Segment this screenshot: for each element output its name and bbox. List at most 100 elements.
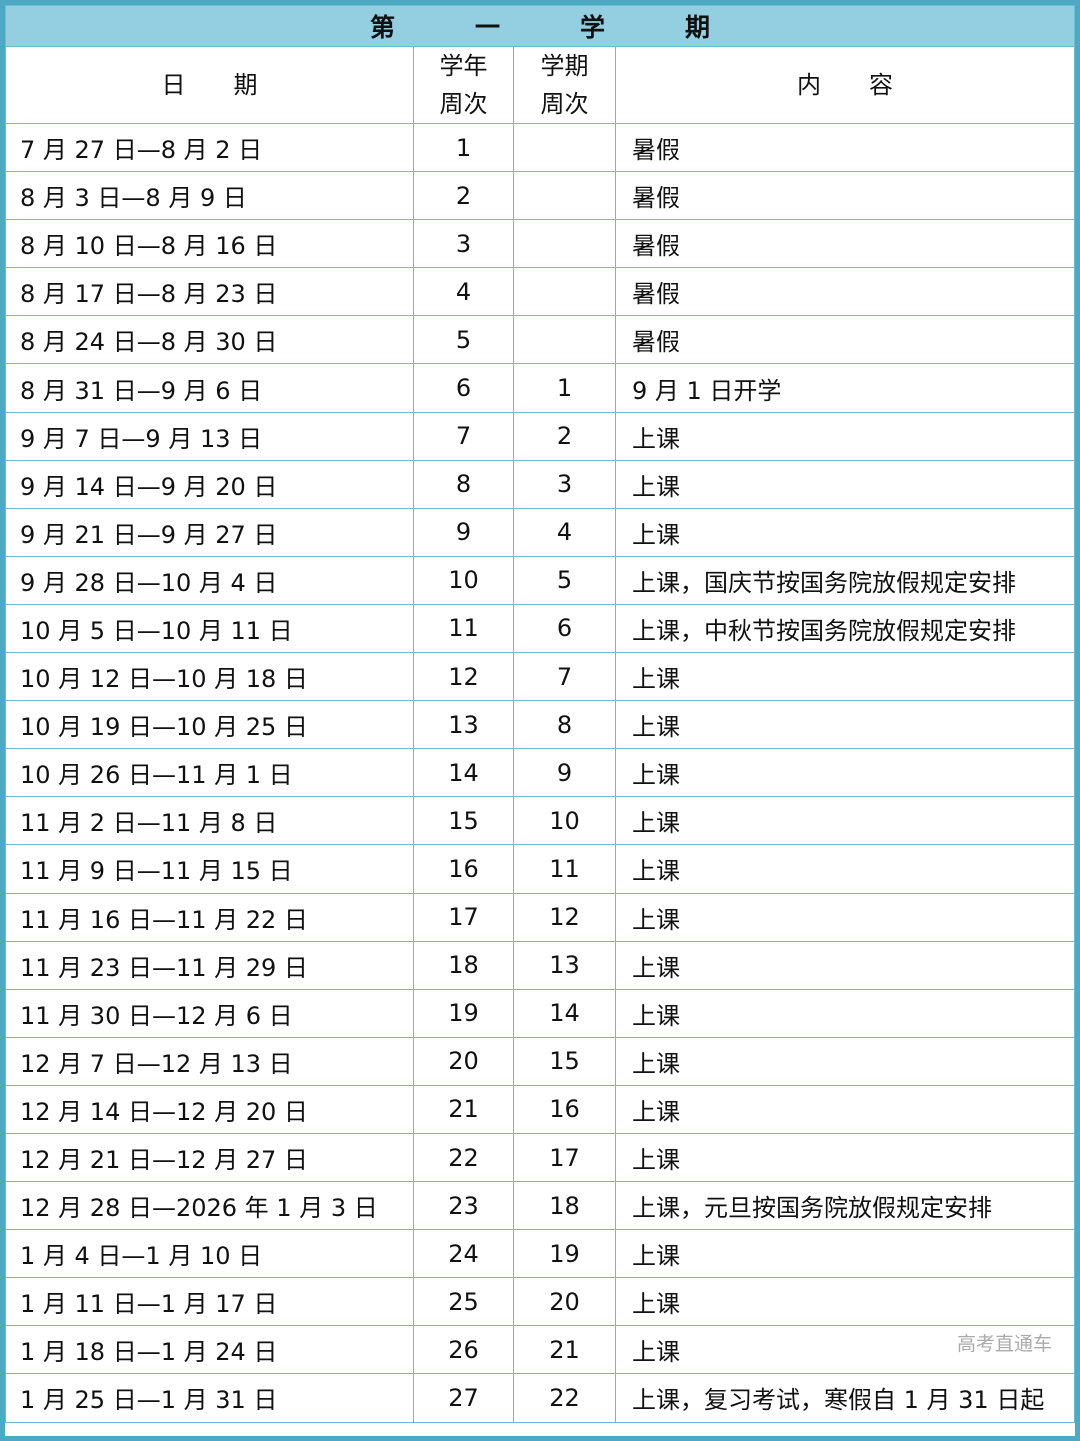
- cell-term-week: 1: [513, 363, 616, 413]
- cell-content: 上课，国庆节按国务院放假规定安排: [615, 555, 1075, 605]
- cell-year-week: 8: [413, 459, 514, 509]
- table-row: 11 月 30 日—12 月 6 日 19 14 上课: [5, 988, 1075, 1038]
- cell-date: 1 月 18 日—1 月 24 日: [5, 1325, 414, 1375]
- cell-text: 1 月 25 日—1 月 31 日: [20, 1386, 278, 1415]
- cell-term-week: 15: [513, 1036, 616, 1086]
- cell-text: 12 月 28 日—2026 年 1 月 3 日: [20, 1194, 378, 1223]
- table-row: 11 月 2 日—11 月 8 日 15 10 上课: [5, 796, 1075, 846]
- cell-date: 12 月 14 日—12 月 20 日: [5, 1084, 414, 1134]
- table-row: 10 月 5 日—10 月 11 日 11 6 上课，中秋节按国务院放假规定安排: [5, 603, 1075, 654]
- cell-text: 上课: [632, 857, 680, 886]
- cell-text: 27: [448, 1383, 479, 1412]
- cell-text: 9 月 7 日—9 月 13 日: [20, 424, 263, 453]
- table-row: 1 月 4 日—1 月 10 日 24 19 上课: [5, 1229, 1075, 1279]
- table-row: 9 月 28 日—10 月 4 日 10 5 上课，国庆节按国务院放假规定安排: [5, 555, 1075, 605]
- cell-text: 5: [556, 566, 573, 595]
- cell-date: 1 月 11 日—1 月 17 日: [5, 1277, 414, 1327]
- cell-date: 10 月 26 日—11 月 1 日: [5, 748, 414, 798]
- cell-text: 6: [455, 374, 472, 403]
- cell-date: 12 月 28 日—2026 年 1 月 3 日: [5, 1181, 414, 1231]
- cell-content: 上课，元旦按国务院放假规定安排: [615, 1181, 1075, 1231]
- cell-date: 10 月 19 日—10 月 25 日: [5, 700, 414, 750]
- cell-content: 上课: [615, 1229, 1075, 1279]
- cell-date: 11 月 2 日—11 月 8 日: [5, 796, 414, 846]
- watermark: 高考直通车: [956, 1333, 1052, 1356]
- cell-term-week: 10: [513, 796, 616, 846]
- cell-date: 12 月 7 日—12 月 13 日: [5, 1036, 414, 1086]
- cell-text: 上课: [632, 424, 680, 453]
- table-row: 9 月 14 日—9 月 20 日 8 3 上课: [5, 459, 1075, 509]
- cell-year-week: 1: [413, 122, 514, 173]
- cell-text: 18: [448, 951, 479, 980]
- cell-text: 10 月 19 日—10 月 25 日: [20, 713, 308, 742]
- cell-text: 上课: [632, 809, 680, 838]
- table-row: 1 月 25 日—1 月 31 日 27 22 上课，复习考试，寒假自 1 月 31 …: [5, 1373, 1075, 1423]
- cell-text: 3: [556, 470, 573, 499]
- cell-content: 上课，复习考试，寒假自 1 月 31 日起: [615, 1373, 1075, 1423]
- cell-term-week: 14: [513, 988, 616, 1038]
- header-term-week: 学期 周次: [513, 46, 616, 124]
- cell-text: 2: [556, 422, 573, 451]
- cell-text: 9: [556, 758, 573, 787]
- cell-date: 11 月 23 日—11 月 29 日: [5, 940, 414, 990]
- cell-text: 10 月 12 日—10 月 18 日: [20, 665, 308, 694]
- cell-content: 暑假: [615, 171, 1075, 221]
- cell-year-week: 11: [413, 603, 514, 654]
- cell-text: 上课: [632, 905, 680, 934]
- cell-text: 上课: [632, 1146, 680, 1175]
- cell-text: 9 月 28 日—10 月 4 日: [20, 568, 278, 597]
- cell-year-week: 17: [413, 892, 514, 942]
- cell-term-week: 3: [513, 459, 616, 509]
- table-row: 1 月 11 日—1 月 17 日 25 20 上课: [5, 1277, 1075, 1327]
- cell-text: 7 月 27 日—8 月 2 日: [20, 136, 263, 165]
- cell-term-week: [513, 315, 616, 365]
- cell-content: 上课: [615, 1084, 1075, 1134]
- cell-date: 8 月 24 日—8 月 30 日: [5, 315, 414, 365]
- cell-date: 10 月 12 日—10 月 18 日: [5, 652, 414, 702]
- cell-text: 11 月 2 日—11 月 8 日: [20, 809, 278, 838]
- cell-text: 上课: [632, 1242, 680, 1271]
- cell-text: 上课，国庆节按国务院放假规定安排: [632, 568, 1016, 597]
- cell-text: 8: [556, 710, 573, 739]
- cell-text: 9: [455, 518, 472, 547]
- column-header-row: 日 期 学年 周次 学期 周次 内 容: [5, 46, 1075, 124]
- cell-text: 19: [549, 1239, 580, 1268]
- cell-year-week: 25: [413, 1277, 514, 1327]
- cell-year-week: 10: [413, 555, 514, 605]
- cell-year-week: 9: [413, 507, 514, 557]
- cell-year-week: 12: [413, 652, 514, 702]
- cell-term-week: 21: [513, 1325, 616, 1375]
- table-row: 10 月 12 日—10 月 18 日 12 7 上课: [5, 652, 1075, 702]
- cell-text: 8 月 3 日—8 月 9 日: [20, 184, 247, 213]
- table-row: 12 月 21 日—12 月 27 日 22 17 上课: [5, 1132, 1075, 1183]
- cell-year-week: 5: [413, 315, 514, 365]
- cell-date: 11 月 30 日—12 月 6 日: [5, 988, 414, 1038]
- cell-text: 8: [455, 470, 472, 499]
- cell-text: 12: [448, 662, 479, 691]
- cell-year-week: 18: [413, 940, 514, 990]
- cell-year-week: 23: [413, 1181, 514, 1231]
- cell-date: 8 月 3 日—8 月 9 日: [5, 171, 414, 221]
- cell-text: 9 月 14 日—9 月 20 日: [20, 472, 278, 501]
- cell-text: 21: [549, 1335, 580, 1364]
- header-date: 日 期: [5, 46, 414, 124]
- cell-content: 上课: [615, 940, 1075, 990]
- cell-content: 上课: [615, 988, 1075, 1038]
- cell-term-week: 5: [513, 555, 616, 605]
- cell-year-week: 21: [413, 1084, 514, 1134]
- cell-text: 13: [448, 710, 479, 739]
- cell-year-week: 16: [413, 844, 514, 894]
- cell-date: 11 月 9 日—11 月 15 日: [5, 844, 414, 894]
- table-row: 9 月 7 日—9 月 13 日 7 2 上课: [5, 411, 1075, 461]
- cell-content: 暑假: [615, 315, 1075, 365]
- cell-term-week: [513, 171, 616, 221]
- cell-text: 暑假: [632, 280, 680, 309]
- cell-date: 8 月 10 日—8 月 16 日: [5, 219, 414, 269]
- cell-text: 2: [455, 181, 472, 210]
- table-row: 11 月 9 日—11 月 15 日 16 11 上课: [5, 844, 1075, 894]
- cell-text: 7: [556, 662, 573, 691]
- table-row: 8 月 17 日—8 月 23 日 4 暑假: [5, 267, 1075, 317]
- cell-text: 上课: [632, 1097, 680, 1126]
- cell-text: 12: [549, 903, 580, 932]
